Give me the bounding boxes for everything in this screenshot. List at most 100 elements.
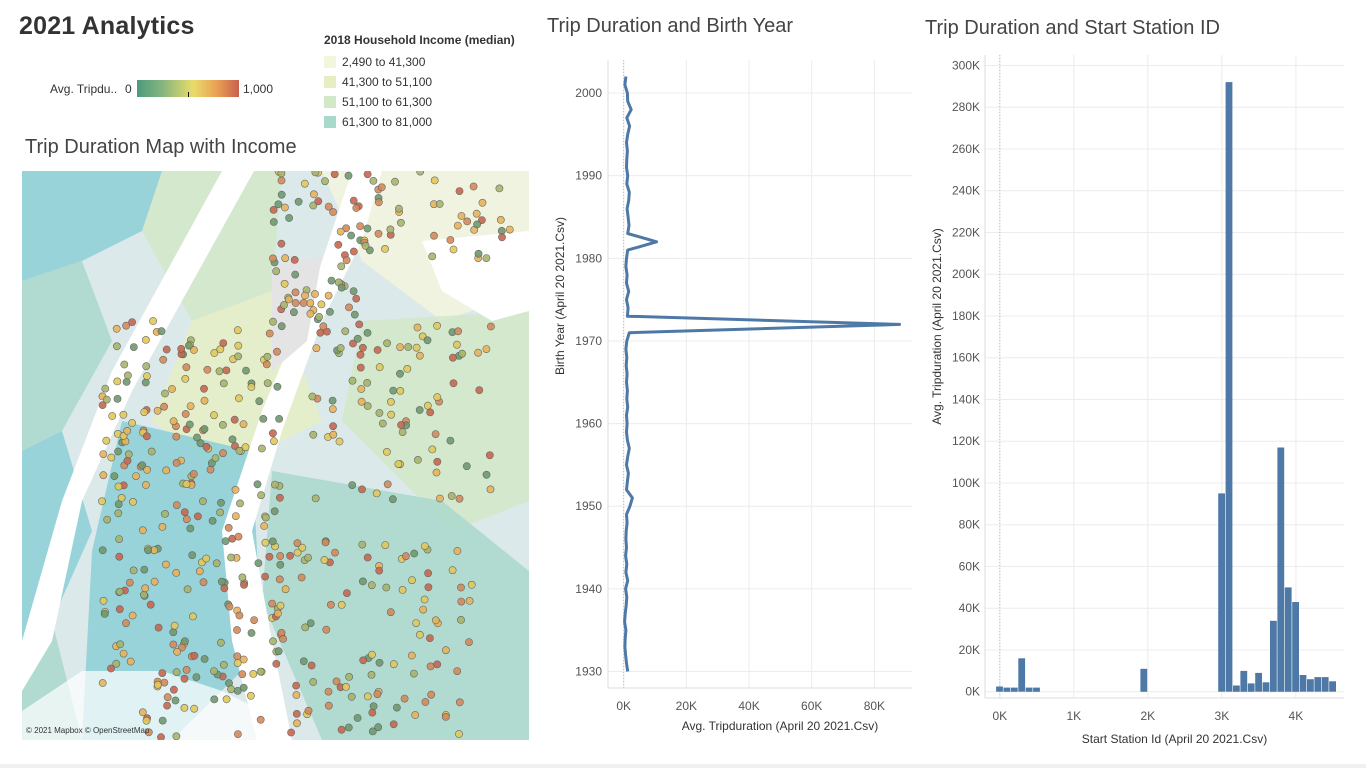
trip-station-dot[interactable] <box>270 507 279 516</box>
trip-station-dot[interactable] <box>161 389 169 398</box>
trip-station-dot[interactable] <box>363 553 372 562</box>
station-bar[interactable] <box>1247 683 1255 692</box>
trip-station-dot[interactable] <box>357 397 366 406</box>
trip-station-dot[interactable] <box>386 397 395 406</box>
trip-station-dot[interactable] <box>367 581 376 590</box>
trip-station-dot[interactable] <box>280 279 289 288</box>
trip-station-dot[interactable] <box>149 317 158 325</box>
trip-station-dot[interactable] <box>161 509 169 518</box>
trip-station-dot[interactable] <box>224 523 233 532</box>
trip-station-dot[interactable] <box>138 526 147 535</box>
trip-station-dot[interactable] <box>114 447 122 456</box>
trip-station-dot[interactable] <box>190 704 199 713</box>
trip-station-dot[interactable] <box>158 522 167 531</box>
trip-station-dot[interactable] <box>184 341 193 350</box>
trip-station-dot[interactable] <box>408 576 416 585</box>
trip-station-dot[interactable] <box>498 233 506 242</box>
income-legend-list[interactable]: 2,490 to 41,300 41,300 to 51,100 51,100 to… <box>324 52 454 134</box>
trip-station-dot[interactable] <box>216 638 225 647</box>
trip-station-dot[interactable] <box>363 224 372 233</box>
trip-station-dot[interactable] <box>424 569 432 578</box>
trip-station-dot[interactable] <box>457 212 466 220</box>
trip-station-dot[interactable] <box>420 542 429 550</box>
trip-station-dot[interactable] <box>236 499 244 508</box>
income-legend-item[interactable]: 41,300 to 51,100 <box>324 72 454 92</box>
trip-station-dot[interactable] <box>352 204 361 212</box>
trip-station-dot[interactable] <box>233 326 242 335</box>
trip-station-dot[interactable] <box>231 485 240 494</box>
trip-station-dot[interactable] <box>220 584 229 593</box>
trip-station-dot[interactable] <box>297 573 306 582</box>
trip-station-dot[interactable] <box>138 461 147 470</box>
trip-station-dot[interactable] <box>272 267 281 276</box>
trip-station-dot[interactable] <box>261 538 270 547</box>
trip-station-dot[interactable] <box>314 197 323 206</box>
trip-station-dot[interactable] <box>349 247 358 256</box>
trip-station-dot[interactable] <box>433 660 442 669</box>
trip-station-dot[interactable] <box>359 656 368 665</box>
trip-station-dot[interactable] <box>465 596 474 605</box>
trip-station-dot[interactable] <box>143 372 151 380</box>
trip-station-dot[interactable] <box>99 471 108 480</box>
trip-station-dot[interactable] <box>150 577 159 586</box>
trip-station-dot[interactable] <box>227 685 235 694</box>
trip-station-dot[interactable] <box>355 320 364 329</box>
trip-station-dot[interactable] <box>299 299 308 307</box>
trip-station-dot[interactable] <box>329 422 337 431</box>
station-bar[interactable] <box>1292 602 1299 692</box>
trip-station-dot[interactable] <box>279 634 287 643</box>
trip-station-dot[interactable] <box>475 386 484 394</box>
trip-station-dot[interactable] <box>448 566 457 575</box>
station-bar[interactable] <box>1218 493 1225 692</box>
trip-station-dot[interactable] <box>347 231 355 240</box>
trip-station-dot[interactable] <box>173 647 181 656</box>
trip-station-dot[interactable] <box>386 608 395 617</box>
station-bar[interactable] <box>1277 447 1285 692</box>
trip-station-dot[interactable] <box>307 661 316 670</box>
trip-station-dot[interactable] <box>321 177 329 186</box>
trip-station-dot[interactable] <box>324 202 333 211</box>
trip-station-dot[interactable] <box>158 716 167 725</box>
trip-station-dot[interactable] <box>225 602 234 611</box>
trip-station-dot[interactable] <box>196 439 205 448</box>
trip-station-dot[interactable] <box>394 204 403 213</box>
trip-station-dot[interactable] <box>162 345 171 354</box>
trip-station-dot[interactable] <box>336 227 345 236</box>
trip-station-dot[interactable] <box>455 698 464 707</box>
trip-station-dot[interactable] <box>316 328 325 337</box>
map-attribution[interactable]: © 2021 Mapbox © OpenStreetMap <box>26 726 150 735</box>
trip-station-dot[interactable] <box>240 580 248 589</box>
trip-station-dot[interactable] <box>381 541 390 549</box>
trip-station-dot[interactable] <box>311 171 320 177</box>
trip-station-dot[interactable] <box>424 583 433 592</box>
trip-station-dot[interactable] <box>98 497 106 506</box>
trip-station-dot[interactable] <box>387 410 396 419</box>
trip-station-dot[interactable] <box>342 256 351 265</box>
trip-station-dot[interactable] <box>234 341 243 350</box>
trip-station-dot[interactable] <box>335 437 344 446</box>
trip-station-dot[interactable] <box>157 327 166 336</box>
station-bar[interactable] <box>1262 682 1270 692</box>
trip-station-dot[interactable] <box>337 600 346 609</box>
trip-station-dot[interactable] <box>200 425 209 433</box>
trip-station-dot[interactable] <box>181 410 190 418</box>
trip-station-dot[interactable] <box>453 221 462 230</box>
trip-station-dot[interactable] <box>403 364 412 373</box>
trip-station-dot[interactable] <box>211 454 220 462</box>
trip-station-dot[interactable] <box>293 719 301 728</box>
trip-station-dot[interactable] <box>157 733 165 740</box>
trip-station-dot[interactable] <box>172 432 181 441</box>
trip-station-dot[interactable] <box>190 651 199 660</box>
station-bar[interactable] <box>1284 587 1292 692</box>
trip-station-dot[interactable] <box>274 647 283 656</box>
trip-station-dot[interactable] <box>141 584 150 593</box>
trip-station-dot[interactable] <box>99 596 108 605</box>
trip-station-dot[interactable] <box>269 218 278 226</box>
trip-station-dot[interactable] <box>449 379 458 388</box>
trip-station-dot[interactable] <box>140 408 149 416</box>
trip-station-dot[interactable] <box>200 384 208 393</box>
trip-station-dot[interactable] <box>342 589 351 597</box>
trip-station-dot[interactable] <box>110 472 119 480</box>
trip-station-dot[interactable] <box>280 203 289 212</box>
trip-station-dot[interactable] <box>454 327 462 336</box>
